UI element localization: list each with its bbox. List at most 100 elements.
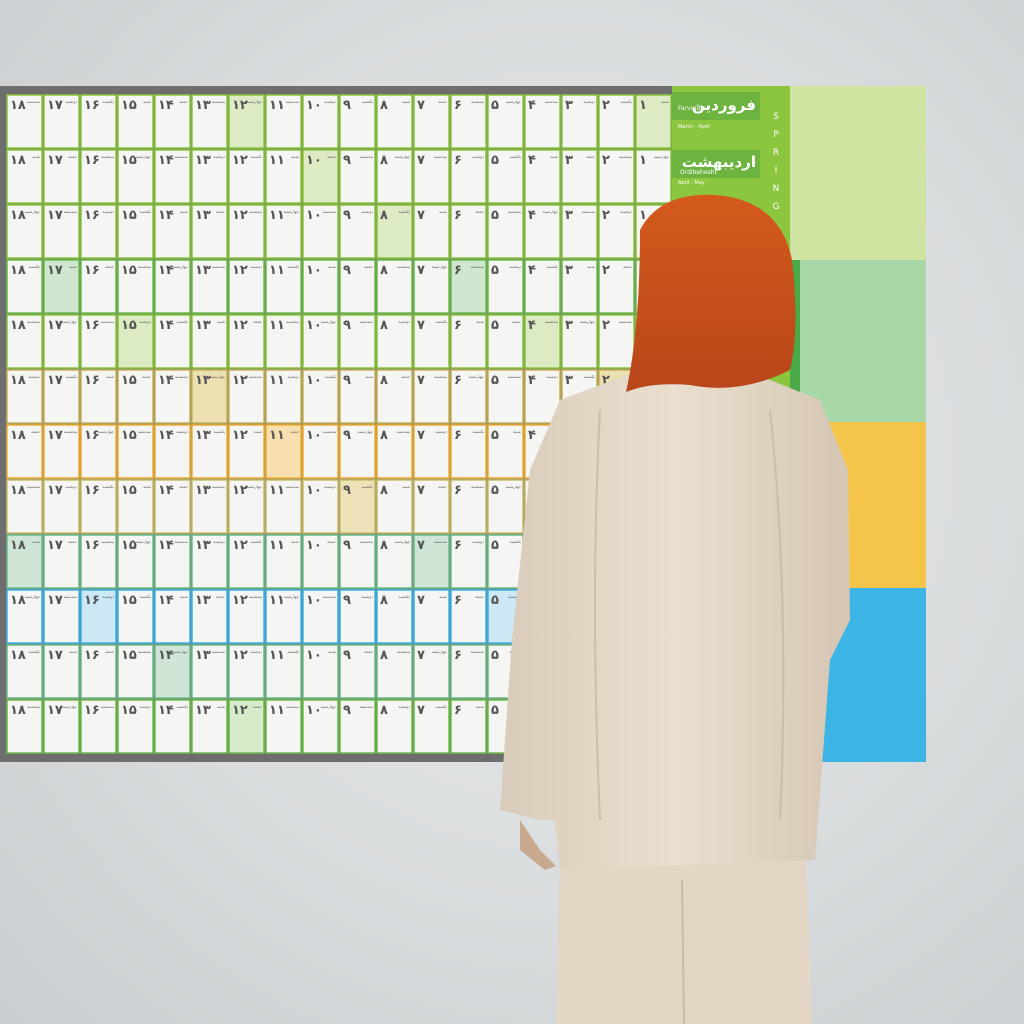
- weekday: سه‌شنبه: [101, 704, 115, 709]
- weekday: یکشنبه: [177, 704, 188, 709]
- weekday: شنبه: [513, 429, 522, 434]
- day-cell: [154, 424, 191, 479]
- day-number: ۱۸: [10, 153, 26, 168]
- day-number: ۱۷: [47, 648, 63, 663]
- day-cell: [6, 259, 43, 314]
- weekday: شنبه: [143, 99, 152, 104]
- day-cell: [413, 204, 450, 259]
- day-cell: [302, 149, 339, 204]
- day-cell: [561, 204, 598, 259]
- month-latin: Ordibehesht: [680, 169, 717, 176]
- day-number: ۱۴: [158, 98, 174, 113]
- weekday: یکشنبه: [66, 374, 77, 379]
- day-cell: [80, 94, 117, 149]
- day-number: ۱۸: [10, 373, 26, 388]
- weekday: شنبه: [365, 374, 374, 379]
- day-cell: [265, 479, 302, 534]
- day-cell: [154, 589, 191, 644]
- day-number: ۹: [343, 208, 351, 223]
- weekday: سه‌شنبه: [397, 429, 411, 434]
- weekday: دوشنبه: [28, 374, 40, 379]
- day-cell: [413, 149, 450, 204]
- day-number: ۱۲: [232, 483, 248, 498]
- weekday: جمعه: [438, 99, 447, 104]
- month-name: فروردین: [692, 96, 756, 114]
- day-cell: [339, 644, 376, 699]
- weekday: چهارشنبه: [173, 264, 189, 269]
- day-cell: [413, 534, 450, 589]
- weekday: یکشنبه: [436, 319, 447, 324]
- weekday: یکشنبه: [473, 429, 484, 434]
- day-number: ۵: [491, 483, 499, 498]
- day-cell: [6, 369, 43, 424]
- day-number: ۱۳: [195, 98, 211, 113]
- day-number: ۱۵: [121, 428, 137, 443]
- weekday: سه‌شنبه: [212, 649, 226, 654]
- day-cell: [6, 94, 43, 149]
- day-number: ۱۲: [232, 263, 248, 278]
- day-cell: [117, 644, 154, 699]
- day-cell: [413, 369, 450, 424]
- weekday: پنجشنبه: [27, 704, 40, 709]
- weekday: سه‌شنبه: [286, 99, 300, 104]
- day-cell: [413, 424, 450, 479]
- day-number: ۸: [380, 483, 388, 498]
- day-number: ۸: [380, 153, 388, 168]
- day-number: ۱۲: [232, 538, 248, 553]
- day-cell: [191, 479, 228, 534]
- weekday: جمعه: [327, 539, 336, 544]
- day-number: ۱۸: [10, 98, 26, 113]
- day-cell: [228, 314, 265, 369]
- day-number: ۱۲: [232, 153, 248, 168]
- weekday: چهارشنبه: [62, 319, 78, 324]
- day-cell: [524, 259, 561, 314]
- weekday: یکشنبه: [362, 99, 373, 104]
- day-cell: [43, 94, 80, 149]
- day-number: ۵: [491, 208, 499, 223]
- weekday: پنجشنبه: [471, 484, 484, 489]
- weekday: چهارشنبه: [173, 649, 189, 654]
- day-number: ۹: [343, 648, 351, 663]
- day-number: ۴: [528, 373, 536, 388]
- day-number: ۵: [491, 593, 499, 608]
- day-cell: [450, 94, 487, 149]
- day-number: ۱۰: [306, 648, 322, 663]
- day-number: ۳: [565, 318, 573, 333]
- weekday: شنبه: [476, 704, 485, 709]
- day-cell: [487, 424, 524, 479]
- weekday: یکشنبه: [436, 704, 447, 709]
- weekday: دوشنبه: [139, 319, 151, 324]
- day-cell: [154, 314, 191, 369]
- day-number: ۹: [343, 153, 351, 168]
- weekday: شنبه: [69, 649, 78, 654]
- day-number: ۱۸: [10, 538, 26, 553]
- day-number: ۳: [565, 98, 573, 113]
- day-cell: [80, 699, 117, 754]
- day-cell: [154, 149, 191, 204]
- day-number: ۱۴: [158, 263, 174, 278]
- day-number: ۳: [565, 263, 573, 278]
- day-number: ۱۱: [269, 153, 285, 168]
- day-number: ۶: [454, 153, 462, 168]
- day-cell: [635, 94, 672, 149]
- day-number: ۱۷: [47, 153, 63, 168]
- weekday: جمعه: [105, 264, 114, 269]
- day-number: ۱۳: [195, 318, 211, 333]
- weekday: چهارشنبه: [469, 374, 485, 379]
- day-cell: [265, 699, 302, 754]
- day-number: ۶: [454, 208, 462, 223]
- weekday: دوشنبه: [472, 539, 484, 544]
- day-number: ۱۶: [84, 208, 100, 223]
- day-cell: [598, 94, 635, 149]
- day-cell: [561, 259, 598, 314]
- day-cell: [598, 259, 635, 314]
- day-cell: [302, 204, 339, 259]
- day-cell: [191, 644, 228, 699]
- trousers: [556, 860, 812, 1024]
- day-cell: [524, 149, 561, 204]
- day-cell: [450, 589, 487, 644]
- day-cell: [598, 314, 635, 369]
- weekday: پنجشنبه: [286, 319, 299, 324]
- weekday: سه‌شنبه: [64, 209, 78, 214]
- weekday: یکشنبه: [325, 374, 336, 379]
